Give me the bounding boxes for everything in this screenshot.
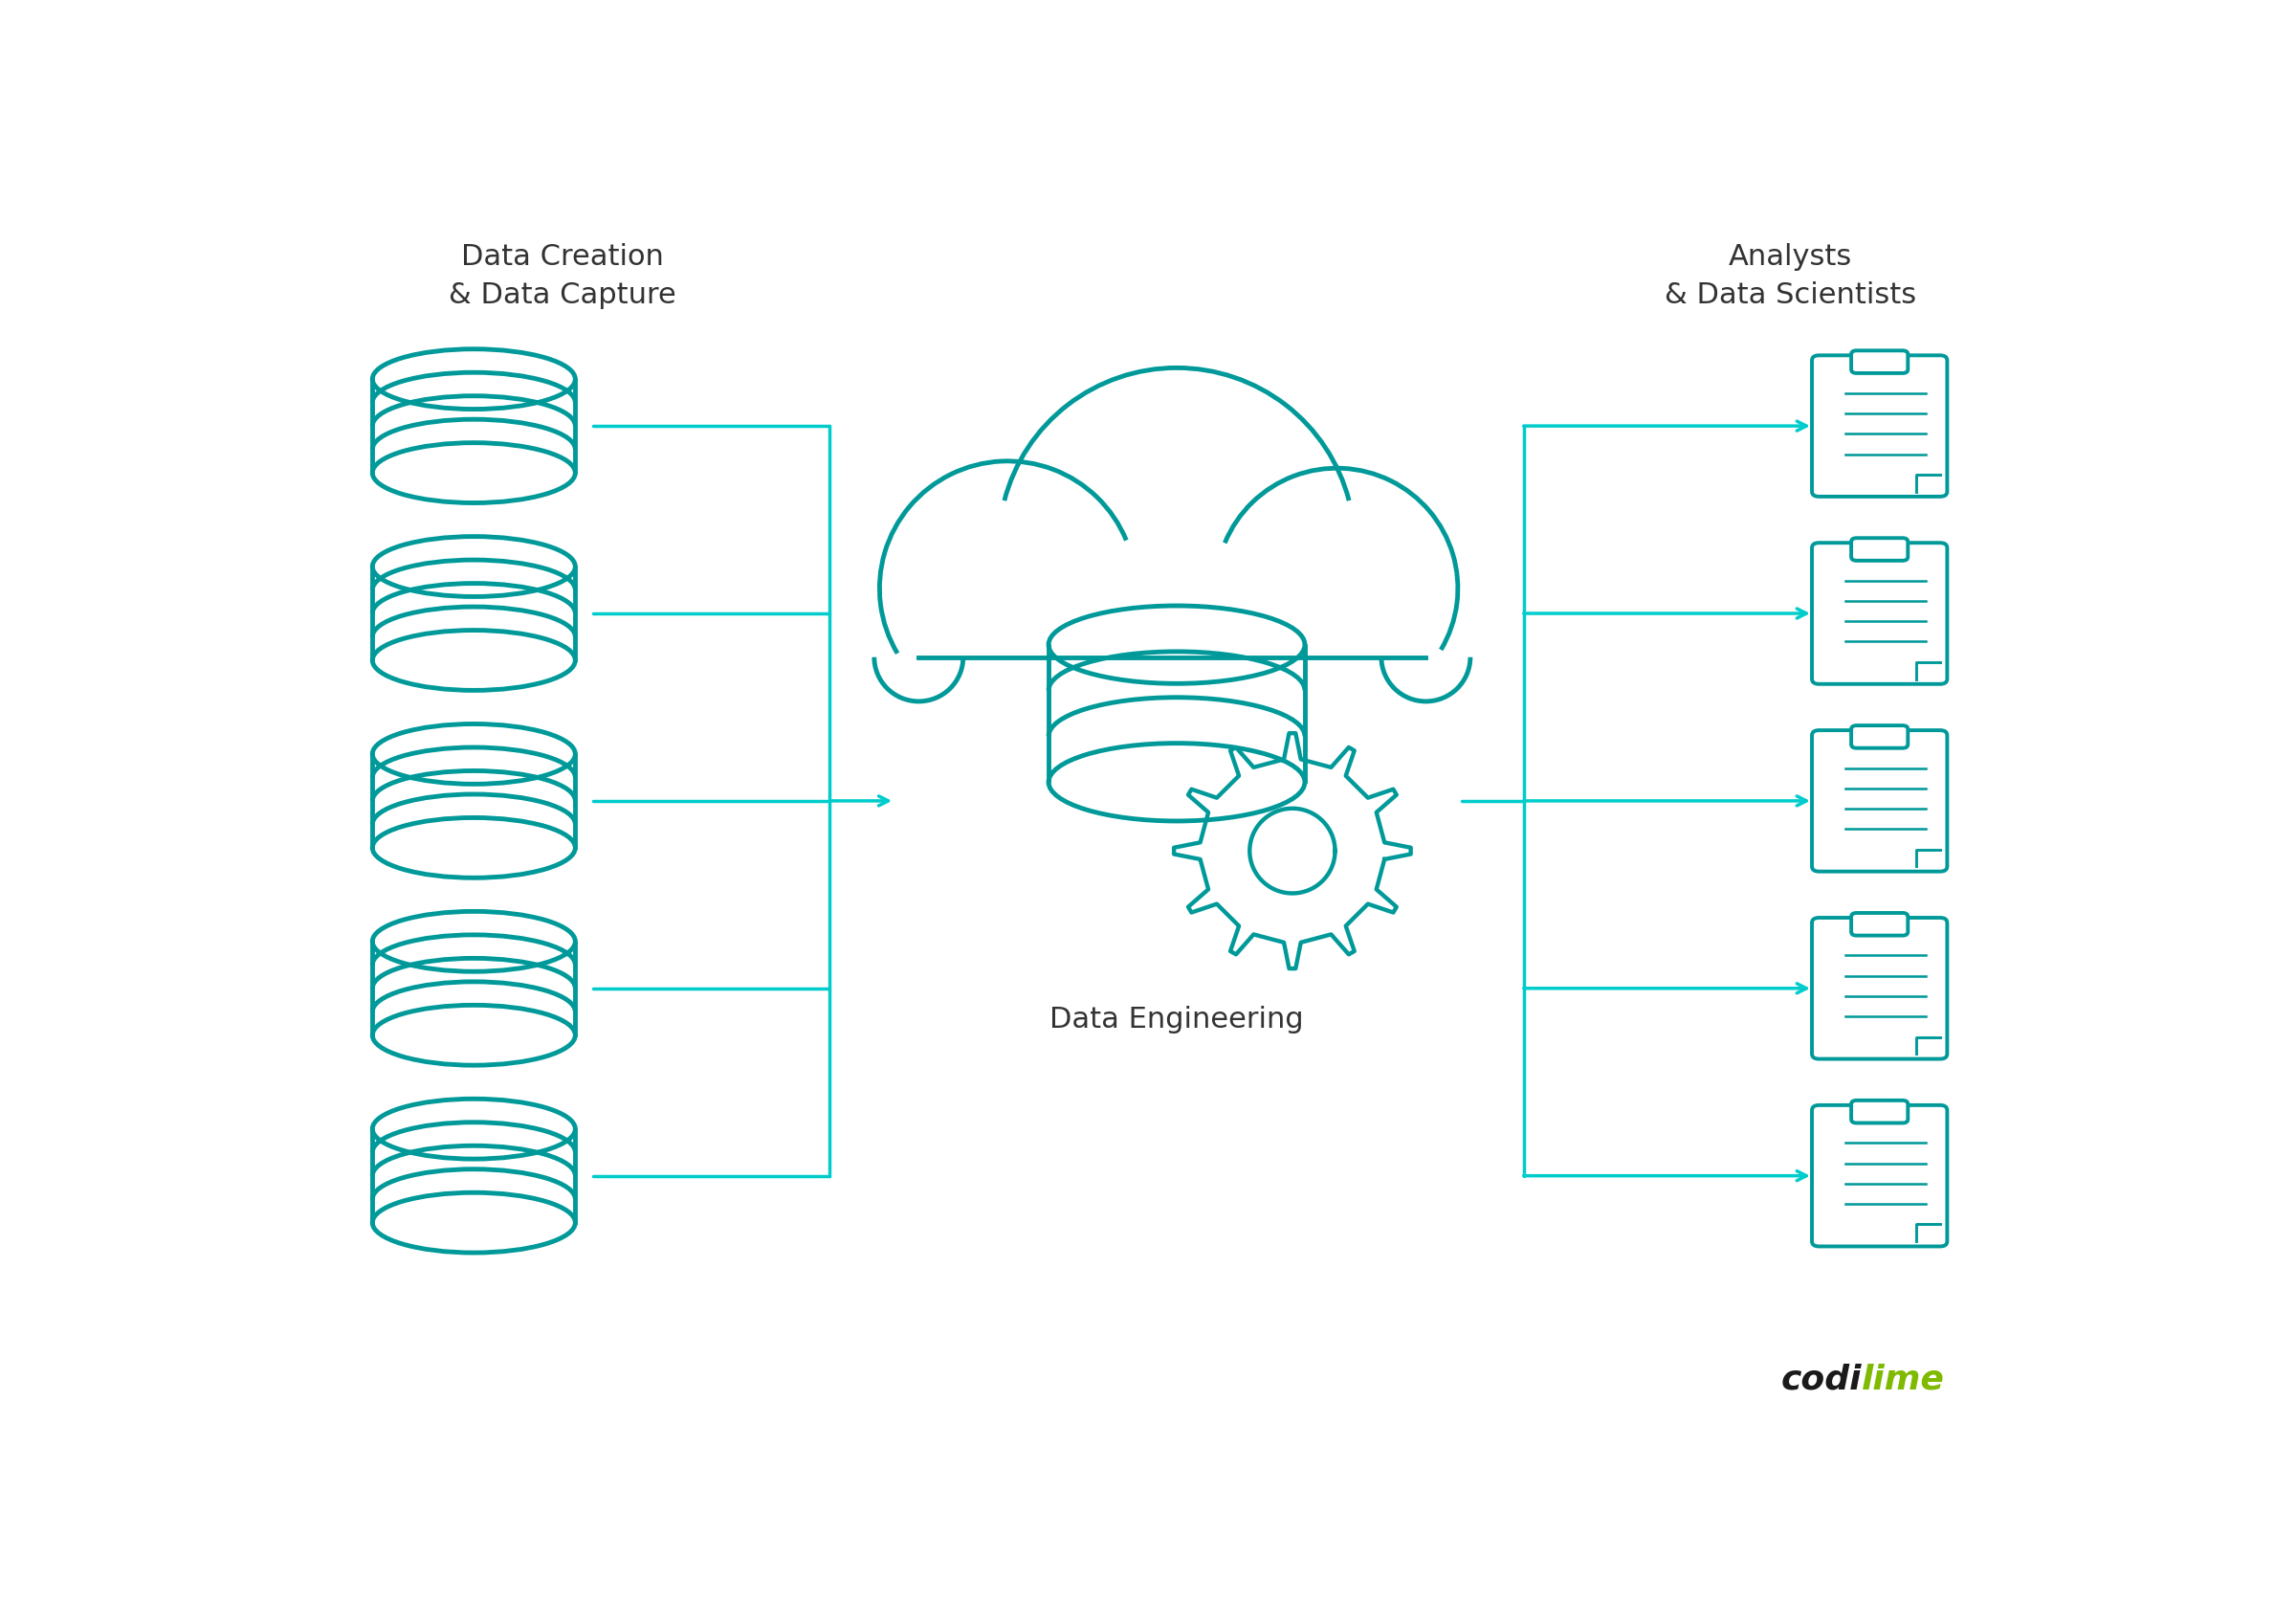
Text: Analysts
& Data Scientists: Analysts & Data Scientists	[1665, 243, 1917, 310]
Text: codi: codi	[1782, 1363, 1862, 1396]
FancyBboxPatch shape	[1851, 912, 1908, 935]
Polygon shape	[1915, 662, 1940, 678]
Polygon shape	[1915, 849, 1940, 867]
Text: Data Engineering: Data Engineering	[1049, 1006, 1304, 1034]
FancyBboxPatch shape	[1851, 725, 1908, 748]
FancyBboxPatch shape	[1851, 351, 1908, 373]
Text: Data Creation
& Data Capture: Data Creation & Data Capture	[450, 243, 677, 310]
FancyBboxPatch shape	[1851, 537, 1908, 560]
Text: lime: lime	[1862, 1363, 1945, 1396]
FancyBboxPatch shape	[1851, 1100, 1908, 1123]
Polygon shape	[1915, 474, 1940, 492]
Polygon shape	[1915, 1224, 1940, 1242]
Polygon shape	[1915, 1037, 1940, 1053]
